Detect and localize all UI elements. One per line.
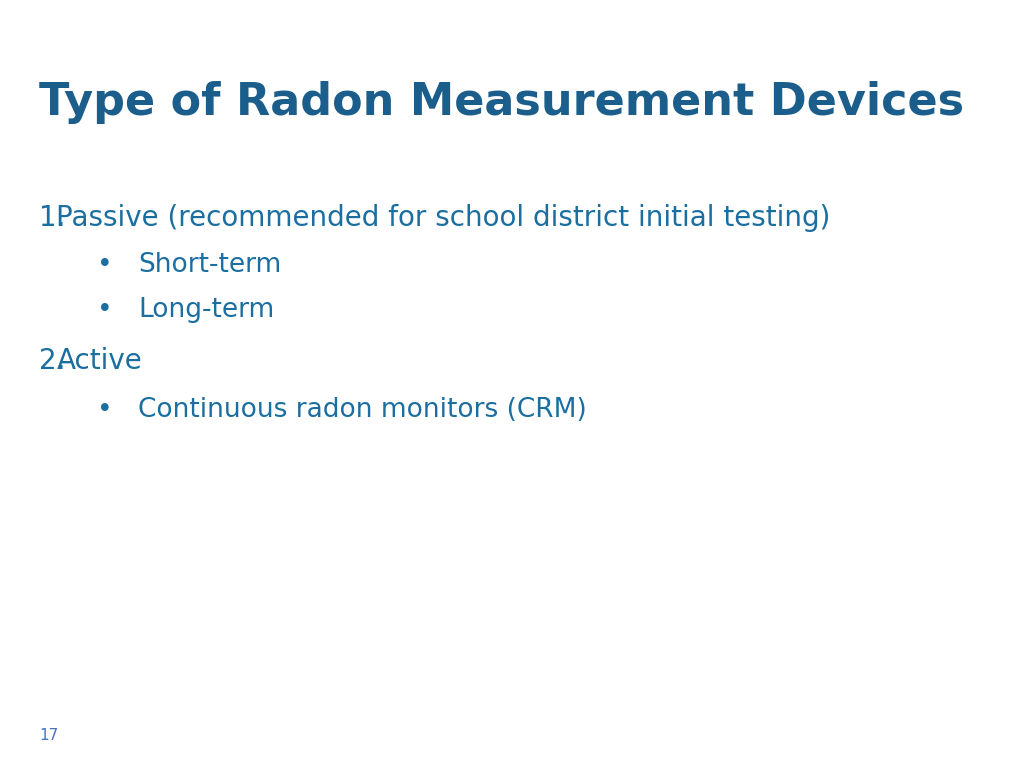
Text: Continuous radon monitors (CRM): Continuous radon monitors (CRM)	[138, 397, 587, 423]
Text: Passive (recommended for school district initial testing): Passive (recommended for school district…	[56, 204, 830, 231]
Text: •: •	[97, 252, 113, 278]
Text: 2.: 2.	[39, 347, 66, 375]
Text: Short-term: Short-term	[138, 252, 282, 278]
Text: Type of Radon Measurement Devices: Type of Radon Measurement Devices	[39, 81, 964, 124]
Text: •: •	[97, 297, 113, 323]
Text: Long-term: Long-term	[138, 297, 274, 323]
Text: 1.: 1.	[39, 204, 66, 231]
Text: Active: Active	[56, 347, 142, 375]
Text: 17: 17	[39, 728, 58, 743]
Text: •: •	[97, 397, 113, 423]
